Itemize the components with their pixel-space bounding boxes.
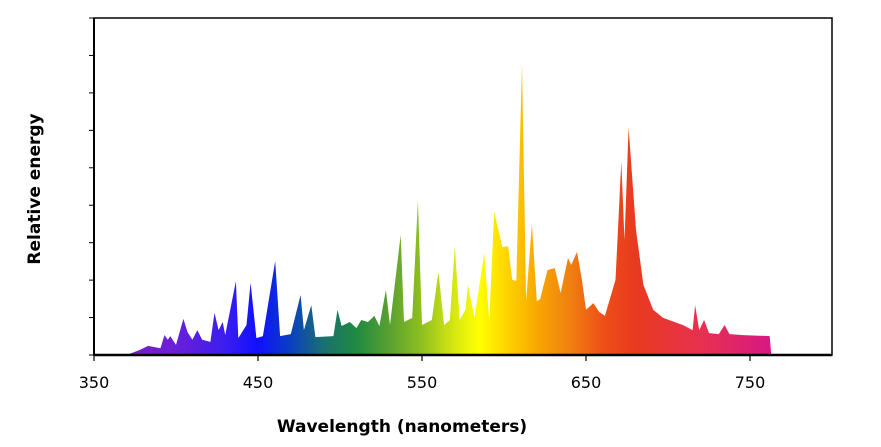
x-axis-title: Wavelength (nanometers) (277, 417, 527, 437)
y-ticks (89, 17, 94, 356)
y-axis-title: Relative energy (25, 113, 45, 264)
x-tick-label: 650 (571, 373, 602, 392)
x-ticks: 350 450 550 650 750 (79, 355, 766, 392)
plot-frame (93, 17, 833, 356)
x-tick-label: 450 (243, 373, 274, 392)
spectrum-area (126, 63, 772, 356)
x-tick-label: 750 (735, 373, 766, 392)
x-tick-label: 350 (79, 373, 110, 392)
x-tick-label: 550 (407, 373, 438, 392)
